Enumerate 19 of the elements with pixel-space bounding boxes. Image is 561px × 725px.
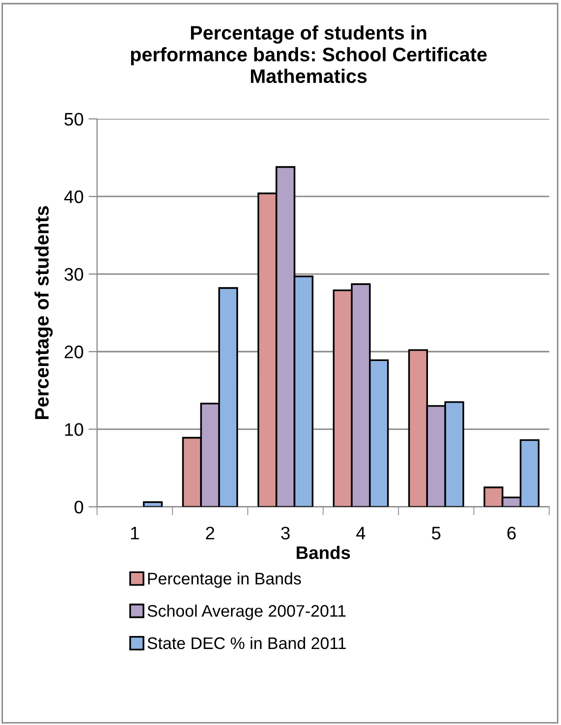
y-tick-label: 10 <box>65 423 84 436</box>
y-tick-label: 40 <box>64 190 84 204</box>
x-tick-label: 5 <box>432 526 440 540</box>
legend-label: State DEC % in Band 2011 <box>148 636 346 650</box>
x-tick-label: 4 <box>356 526 366 540</box>
legend-label: Percentage in Bands <box>148 572 301 588</box>
y-axis-title: Percentage of students <box>34 206 53 420</box>
x-tick-label: 1 <box>131 526 139 540</box>
y-tick-label: 0 <box>74 500 84 514</box>
y-tick-label: 50 <box>64 112 84 126</box>
chart-title: Percentage of students in performance bands: School Certificate Mathematics <box>131 25 487 84</box>
y-tick-label: 20 <box>64 346 84 358</box>
bar <box>142 501 163 507</box>
x-tick-label: 2 <box>206 526 214 540</box>
x-tick-label: 6 <box>507 526 516 540</box>
x-axis-title: Bands <box>296 546 350 560</box>
x-tick-label: 3 <box>281 526 290 540</box>
y-tick-label: 30 <box>64 268 84 281</box>
legend-label: School Average 2007-2011 <box>148 604 346 620</box>
